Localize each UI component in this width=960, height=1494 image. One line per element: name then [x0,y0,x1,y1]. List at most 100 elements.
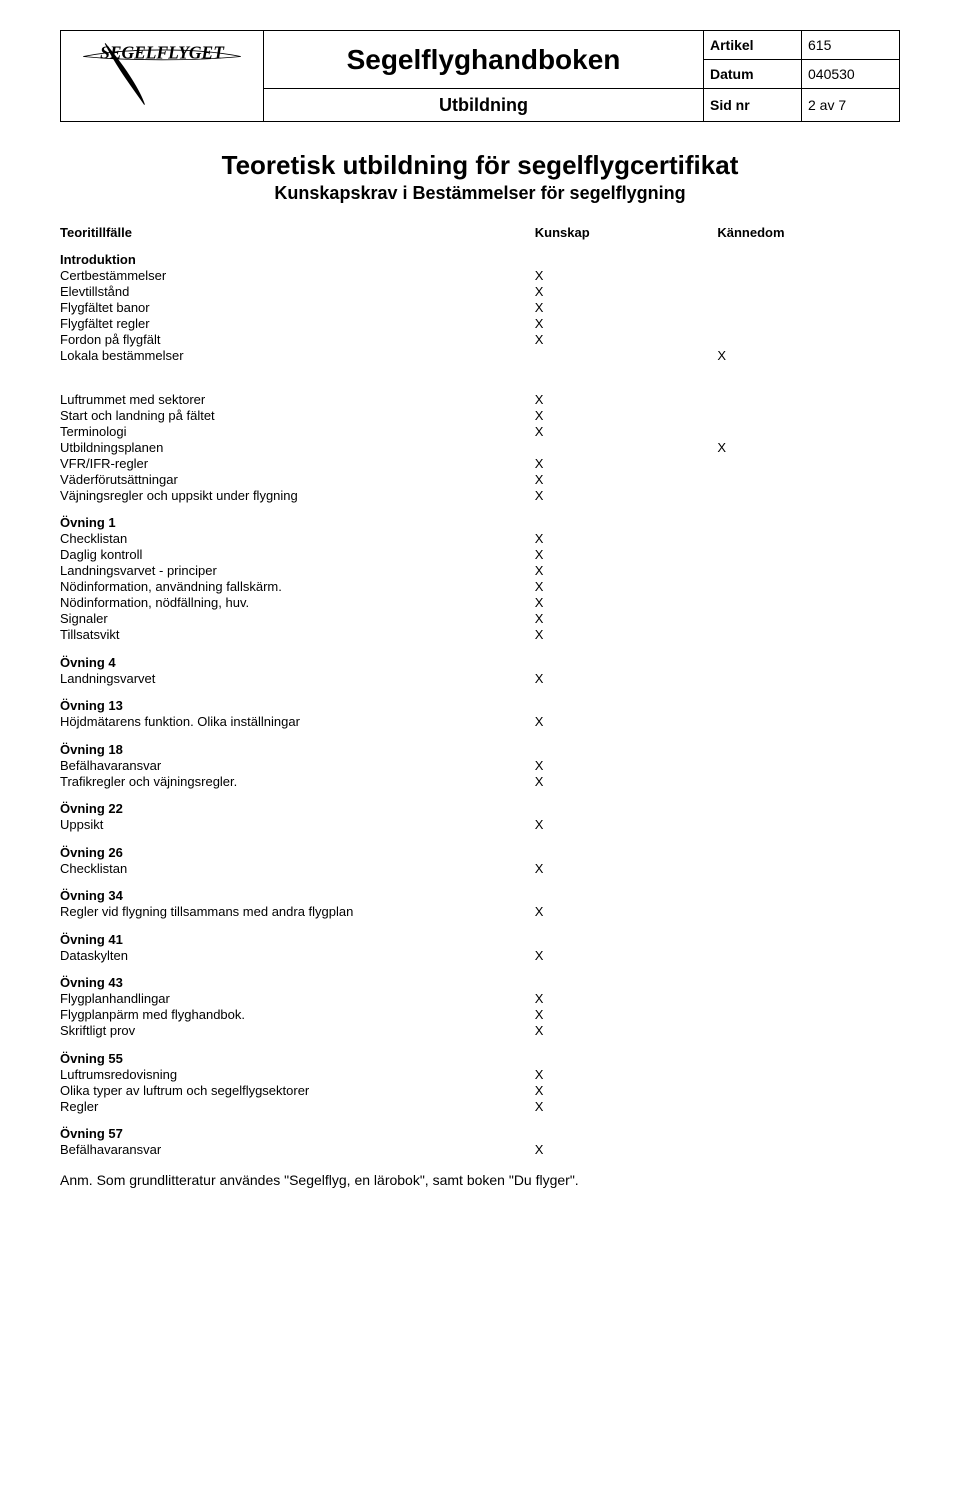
row-kunskap: X [535,611,718,627]
main-title: Segelflyghandboken [347,44,621,75]
row-kunskap: X [535,316,718,332]
logo-cell: SEGELFLYGET [61,31,264,122]
row-label: Regler [60,1098,535,1114]
row-label: VFR/IFR-regler [60,455,535,471]
row-kannedom [717,1082,900,1098]
row-kunskap [535,439,718,455]
section-heading: Övning 43 [60,963,900,991]
row-kannedom [717,487,900,503]
row-kannedom [717,547,900,563]
row-kunskap: X [535,947,718,963]
section-heading-row: Övning 57 [60,1114,900,1142]
row-kannedom [717,757,900,773]
row-kunskap: X [535,773,718,789]
sid-value: 2 av 7 [802,89,900,122]
row-kannedom: X [717,348,900,364]
table-row: Landningsvarvet - principerX [60,563,900,579]
row-label: Skriftligt prov [60,1023,535,1039]
table-row: Skriftligt provX [60,1023,900,1039]
row-kunskap: X [535,455,718,471]
section-heading-row: Introduktion [60,240,900,268]
table-row: Trafikregler och väjningsregler.X [60,773,900,789]
row-label: Luftrumsredovisning [60,1066,535,1082]
row-kunskap: X [535,332,718,348]
row-kunskap: X [535,860,718,876]
row-kannedom [717,1007,900,1023]
row-kunskap: X [535,563,718,579]
table-row: Flygfältet reglerX [60,316,900,332]
row-kunskap: X [535,579,718,595]
section-heading-row: Övning 26 [60,833,900,861]
table-row: Nödinformation, användning fallskärm.X [60,579,900,595]
document-page: SEGELFLYGET Segelflyghandboken Artikel 6… [0,0,960,1228]
table-row: Fordon på flygfältX [60,332,900,348]
row-label: Väderförutsättningar [60,471,535,487]
row-kannedom [717,407,900,423]
content-table: TeoritillfälleKunskapKännedomIntroduktio… [60,224,900,1158]
section-heading-row: Övning 13 [60,686,900,714]
row-kunskap: X [535,1066,718,1082]
row-label: Checklistan [60,531,535,547]
row-kunskap: X [535,391,718,407]
row-label: Trafikregler och väjningsregler. [60,773,535,789]
row-kunskap: X [535,817,718,833]
segelflyget-logo: SEGELFLYGET [72,39,252,109]
section-heading [60,364,900,392]
row-label: Flygplanhandlingar [60,991,535,1007]
row-kannedom [717,947,900,963]
table-row: TerminologiX [60,423,900,439]
row-kunskap: X [535,1082,718,1098]
sub-title: Utbildning [439,95,528,115]
row-label: Flygfältet banor [60,300,535,316]
row-kunskap: X [535,1007,718,1023]
row-kannedom [717,455,900,471]
main-title-cell: Segelflyghandboken [264,31,704,89]
header-table: SEGELFLYGET Segelflyghandboken Artikel 6… [60,30,900,122]
row-label: Nödinformation, nödfällning, huv. [60,595,535,611]
table-row: FlygplanhandlingarX [60,991,900,1007]
table-row: ReglerX [60,1098,900,1114]
table-row: Start och landning på fältetX [60,407,900,423]
page-title: Teoretisk utbildning för segelflygcertif… [60,150,900,181]
table-row: TillsatsviktX [60,627,900,643]
row-label: Checklistan [60,860,535,876]
row-label: Nödinformation, användning fallskärm. [60,579,535,595]
table-row: UppsiktX [60,817,900,833]
table-row: Väjningsregler och uppsikt under flygnin… [60,487,900,503]
row-kunskap: X [535,268,718,284]
row-kannedom [717,817,900,833]
section-heading-row: Övning 43 [60,963,900,991]
table-row: BefälhavaransvarX [60,1142,900,1158]
row-kannedom [717,611,900,627]
row-kannedom [717,714,900,730]
section-heading: Övning 41 [60,920,900,948]
footnote: Anm. Som grundlitteratur användes "Segel… [60,1172,900,1188]
section-heading: Övning 4 [60,643,900,671]
datum-label: Datum [704,60,802,89]
table-row: Flygplanpärm med flyghandbok.X [60,1007,900,1023]
artikel-value: 615 [802,31,900,60]
table-row: VFR/IFR-reglerX [60,455,900,471]
section-heading-row: Övning 1 [60,503,900,531]
row-kannedom [717,391,900,407]
section-heading: Övning 13 [60,686,900,714]
table-row: Nödinformation, nödfällning, huv.X [60,595,900,611]
table-row: Flygfältet banorX [60,300,900,316]
row-label: Lokala bestämmelser [60,348,535,364]
row-kunskap: X [535,284,718,300]
row-kunskap: X [535,487,718,503]
row-kannedom [717,268,900,284]
row-kunskap: X [535,471,718,487]
table-row: CertbestämmelserX [60,268,900,284]
row-kannedom [717,423,900,439]
table-row: Olika typer av luftrum och segelflygsekt… [60,1082,900,1098]
row-label: Flygplanpärm med flyghandbok. [60,1007,535,1023]
row-label: Höjdmätarens funktion. Olika inställning… [60,714,535,730]
row-kunskap: X [535,595,718,611]
section-heading: Övning 18 [60,730,900,758]
row-kannedom: X [717,439,900,455]
row-label: Fordon på flygfält [60,332,535,348]
row-label: Olika typer av luftrum och segelflygsekt… [60,1082,535,1098]
row-label: Befälhavaransvar [60,1142,535,1158]
table-row: DataskyltenX [60,947,900,963]
